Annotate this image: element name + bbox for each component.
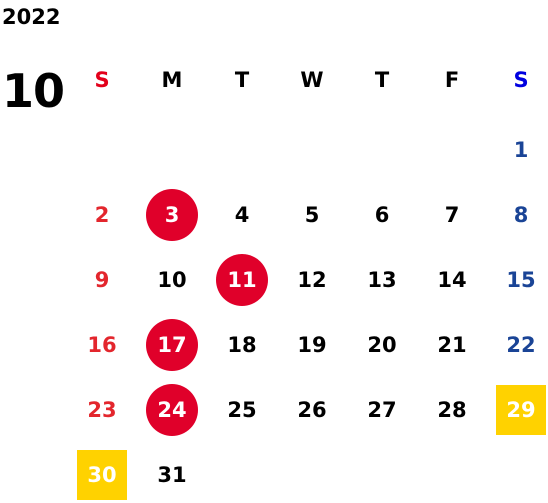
- day-number: 30: [87, 463, 117, 487]
- day-cell: 20: [352, 320, 412, 370]
- day-cell: 5: [282, 190, 342, 240]
- day-cell: 7: [422, 190, 482, 240]
- weekday-header-monday: M: [161, 68, 183, 92]
- day-number: 4: [234, 203, 250, 227]
- highlight-square-marker: [496, 385, 546, 435]
- day-number: 26: [297, 398, 327, 422]
- weekday-header-thursday: T: [374, 68, 390, 92]
- day-number: 21: [437, 333, 467, 357]
- day-cell: 28: [422, 385, 482, 435]
- day-cell: 4: [212, 190, 272, 240]
- day-number: 25: [227, 398, 257, 422]
- day-number: 3: [164, 203, 180, 227]
- day-number: 28: [437, 398, 467, 422]
- weekday-header-tuesday: T: [234, 68, 250, 92]
- day-cell: 11: [212, 254, 272, 306]
- day-cell: 8: [491, 190, 548, 240]
- day-number: 1: [513, 138, 529, 162]
- day-cell: 18: [212, 320, 272, 370]
- day-number: 15: [506, 268, 536, 292]
- day-number: 27: [367, 398, 397, 422]
- day-cell: 25: [212, 385, 272, 435]
- day-number: 12: [297, 268, 327, 292]
- day-cell: 12: [282, 255, 342, 305]
- day-number: 9: [94, 268, 110, 292]
- weekday-header-sunday: S: [94, 68, 110, 92]
- day-number: 10: [157, 268, 187, 292]
- day-number: 17: [157, 333, 187, 357]
- day-number: 16: [87, 333, 117, 357]
- day-cell: 10: [142, 255, 202, 305]
- holiday-circle-marker: [146, 384, 198, 436]
- weekday-header-saturday: S: [513, 68, 529, 92]
- day-number: 13: [367, 268, 397, 292]
- day-cell: 1: [491, 125, 548, 175]
- day-cell: 26: [282, 385, 342, 435]
- day-cell: 24: [142, 384, 202, 436]
- holiday-circle-marker: [146, 319, 198, 371]
- calendar-year: 2022: [2, 5, 61, 29]
- highlight-square-marker: [77, 450, 127, 500]
- day-cell: 31: [142, 450, 202, 500]
- day-cell: 30: [72, 450, 132, 500]
- day-cell: 13: [352, 255, 412, 305]
- day-number: 8: [513, 203, 529, 227]
- day-number: 23: [87, 398, 117, 422]
- day-cell: 27: [352, 385, 412, 435]
- day-cell: 16: [72, 320, 132, 370]
- day-cell: 3: [142, 189, 202, 241]
- day-number: 19: [297, 333, 327, 357]
- day-number: 31: [157, 463, 187, 487]
- holiday-circle-marker: [146, 189, 198, 241]
- day-cell: 17: [142, 319, 202, 371]
- day-cell: 2: [72, 190, 132, 240]
- day-number: 22: [506, 333, 536, 357]
- day-number: 2: [94, 203, 110, 227]
- day-number: 6: [374, 203, 390, 227]
- day-number: 7: [444, 203, 460, 227]
- day-number: 24: [157, 398, 187, 422]
- day-number: 14: [437, 268, 467, 292]
- day-cell: 23: [72, 385, 132, 435]
- day-number: 18: [227, 333, 257, 357]
- day-number: 5: [304, 203, 320, 227]
- day-number: 29: [506, 398, 536, 422]
- day-cell: 14: [422, 255, 482, 305]
- weekday-header-friday: F: [444, 68, 460, 92]
- holiday-circle-marker: [216, 254, 268, 306]
- day-cell: 22: [491, 320, 548, 370]
- calendar-month: 10: [2, 64, 65, 118]
- day-number: 20: [367, 333, 397, 357]
- day-cell: 15: [491, 255, 548, 305]
- day-cell: 29: [491, 385, 548, 435]
- day-cell: 6: [352, 190, 412, 240]
- day-cell: 21: [422, 320, 482, 370]
- day-cell: 9: [72, 255, 132, 305]
- day-cell: 19: [282, 320, 342, 370]
- day-number: 11: [227, 268, 257, 292]
- weekday-header-wednesday: W: [300, 68, 324, 92]
